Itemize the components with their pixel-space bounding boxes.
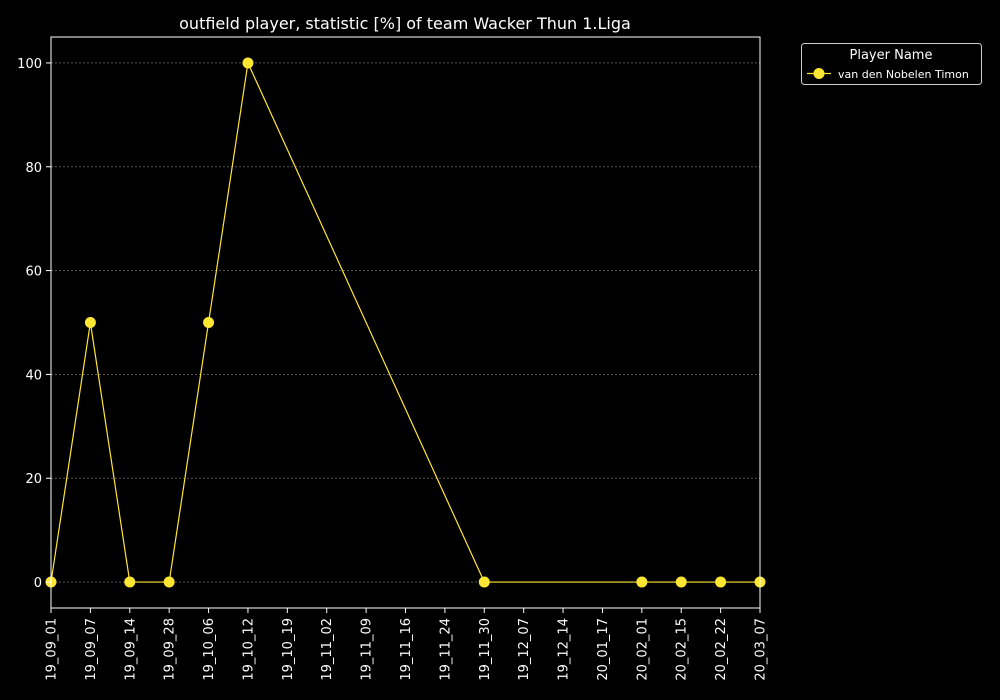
x-tick-label: 19_11_09	[360, 618, 375, 681]
legend-entry-label: van den Nobelen Timon	[838, 68, 969, 81]
x-tick-label: 19_12_07	[517, 618, 532, 681]
data-point	[84, 317, 96, 328]
y-axis: 0 20 40 60 80 100	[17, 57, 51, 591]
x-tick-label: 19_11_30	[478, 618, 493, 681]
x-tick-label: 19_12_14	[557, 618, 572, 681]
y-tick-label: 0	[34, 576, 42, 591]
data-point	[675, 576, 687, 588]
data-point	[715, 576, 727, 588]
data-point	[203, 317, 215, 328]
y-tick-label: 80	[25, 161, 42, 176]
x-tick-label: 20_02_22	[714, 618, 729, 681]
data-point	[242, 57, 254, 69]
x-tick-label: 19_11_24	[438, 618, 453, 681]
legend-frame	[801, 43, 982, 85]
x-tick-label: 19_09_28	[163, 618, 178, 681]
data-point	[478, 576, 490, 588]
legend-marker	[813, 68, 825, 79]
x-tick-label: 19_09_14	[123, 618, 138, 681]
x-tick-label: 20_03_07	[754, 618, 769, 681]
series-layer	[45, 57, 766, 588]
y-tick-label: 20	[25, 472, 42, 487]
x-tick-label: 19_10_19	[281, 618, 296, 681]
x-tick-label: 20_02_15	[675, 618, 690, 681]
x-tick-label: 20_02_01	[635, 618, 650, 681]
y-tick-label: 100	[17, 57, 42, 72]
y-tick-label: 60	[25, 265, 42, 280]
x-axis: 19_09_01 19_09_07 19_09_14 19_09_28 19_10_06…	[45, 608, 769, 681]
chart-title: outfield player, statistic [%] of team W…	[179, 14, 631, 33]
x-tick-label: 19_11_16	[399, 618, 414, 681]
x-tick-label: 20_01_17	[596, 618, 611, 681]
x-tick-label: 19_09_07	[84, 618, 99, 681]
data-point	[636, 576, 648, 588]
legend-title: Player Name	[850, 48, 933, 63]
x-tick-label: 19_09_01	[45, 618, 60, 681]
x-tick-label: 19_11_02	[320, 618, 335, 681]
legend: Player Name van den Nobelen Timon	[801, 43, 982, 85]
x-tick-label: 19_10_12	[241, 618, 256, 681]
data-point	[124, 576, 136, 588]
data-point	[163, 576, 175, 588]
x-tick-label: 19_10_06	[202, 618, 217, 681]
y-tick-label: 40	[25, 368, 42, 383]
